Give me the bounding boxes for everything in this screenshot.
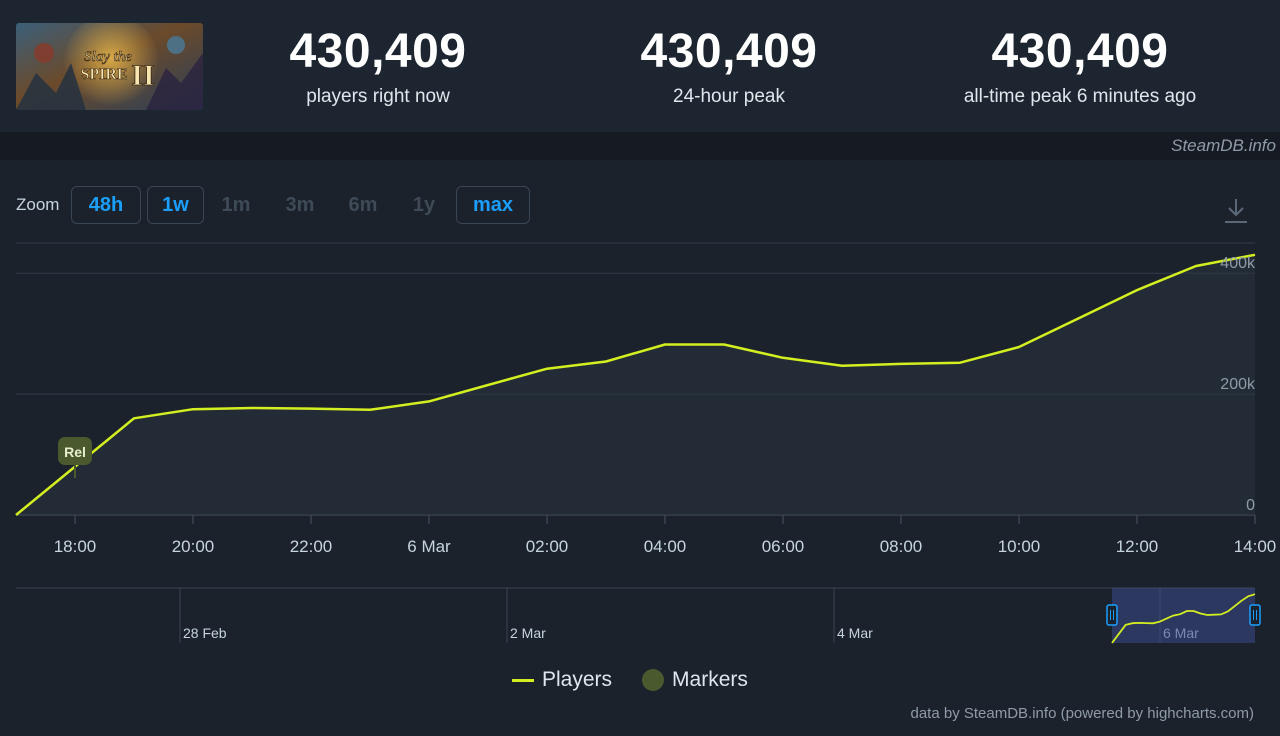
stat-value: 430,409 bbox=[640, 25, 818, 78]
navigator-handle-left bbox=[1106, 604, 1118, 626]
navigator-selection bbox=[1112, 588, 1255, 643]
zoom-button-1m[interactable]: 1m bbox=[221, 193, 251, 216]
stat-label: all-time peak 6 minutes ago bbox=[963, 86, 1197, 107]
game-art-title-line1: Slay the bbox=[84, 49, 132, 65]
stat-value: 430,409 bbox=[289, 25, 467, 78]
zoom-button-max[interactable]: max bbox=[456, 186, 530, 224]
navigator-tick-label: 2 Mar bbox=[510, 625, 546, 641]
stat-label: players right now bbox=[306, 86, 450, 107]
y-tick-label: 0 bbox=[1246, 497, 1255, 514]
navigator-tick-label: 28 Feb bbox=[183, 625, 227, 641]
stats-header: Slay the SPIRE II 430,409 players right … bbox=[0, 0, 1280, 132]
stat-all-time-peak: 430,409 all-time peak 6 minutes ago bbox=[915, 26, 1245, 108]
x-tick-label: 20:00 bbox=[172, 537, 215, 556]
x-tick-label: 18:00 bbox=[54, 537, 97, 556]
navigator-series-line bbox=[1111, 593, 1256, 644]
x-tick-label: 12:00 bbox=[1116, 537, 1159, 556]
x-tick-label: 6 Mar bbox=[407, 537, 451, 556]
marker-flag bbox=[58, 437, 92, 465]
game-capsule-image[interactable]: Slay the SPIRE II bbox=[16, 23, 203, 110]
legend-label-markers: Markers bbox=[672, 668, 748, 691]
x-tick-label: 22:00 bbox=[290, 537, 333, 556]
x-tick-label: 14:00 bbox=[1234, 537, 1277, 556]
x-tick-label: 10:00 bbox=[998, 537, 1041, 556]
zoom-label: Zoom bbox=[16, 195, 60, 214]
y-tick-label: 400k bbox=[1220, 255, 1256, 272]
x-tick-label: 08:00 bbox=[880, 537, 923, 556]
header-divider-band bbox=[0, 132, 1280, 160]
series-area-players bbox=[16, 254, 1255, 516]
zoom-button-1w[interactable]: 1w bbox=[147, 186, 204, 224]
series-line-players bbox=[15, 253, 1256, 516]
legend-label-players: Players bbox=[542, 668, 613, 691]
stat-label: 24-hour peak bbox=[673, 86, 785, 107]
download-icon[interactable] bbox=[1222, 196, 1250, 226]
steamdb-brand: SteamDB.info bbox=[1171, 136, 1276, 155]
zoom-button-3m[interactable]: 3m bbox=[285, 193, 315, 216]
chart-credits[interactable]: data by SteamDB.info (powered by highcha… bbox=[910, 705, 1255, 722]
x-tick-label: 04:00 bbox=[644, 537, 687, 556]
stat-value: 430,409 bbox=[991, 25, 1169, 78]
game-art-title-line2: SPIRE bbox=[80, 66, 127, 83]
stat-players-now: 430,409 players right now bbox=[213, 26, 543, 108]
legend-swatch-markers bbox=[642, 669, 665, 691]
chart-legend: Players Markers bbox=[512, 668, 778, 692]
legend-swatch-players bbox=[512, 678, 534, 682]
marker-label: Rel bbox=[64, 444, 86, 460]
zoom-button-1y[interactable]: 1y bbox=[412, 193, 436, 216]
game-art-numeral: II bbox=[131, 59, 154, 92]
zoom-button-6m[interactable]: 6m bbox=[348, 193, 378, 216]
legend-item-markers[interactable]: Markers bbox=[642, 668, 748, 692]
navigator-handle-right bbox=[1249, 604, 1261, 626]
navigator-tick-label: 4 Mar bbox=[837, 625, 873, 641]
legend-item-players[interactable]: Players bbox=[512, 668, 612, 692]
y-tick-label: 200k bbox=[1220, 376, 1256, 393]
stat-24h-peak: 430,409 24-hour peak bbox=[564, 26, 894, 108]
zoom-button-48h[interactable]: 48h bbox=[71, 186, 141, 224]
x-tick-label: 06:00 bbox=[762, 537, 805, 556]
x-tick-label: 02:00 bbox=[526, 537, 569, 556]
